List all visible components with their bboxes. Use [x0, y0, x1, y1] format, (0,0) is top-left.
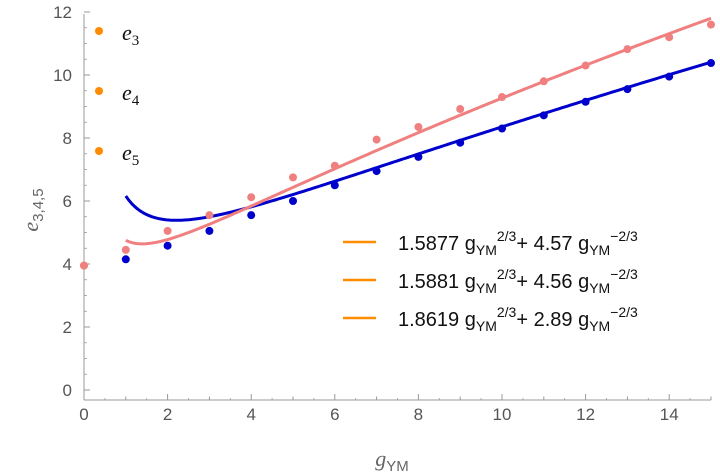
axes — [83, 14, 711, 401]
e5-point — [163, 226, 172, 235]
e5-point — [372, 135, 381, 144]
e5-point — [539, 77, 548, 86]
point-legend: e3 e4 e5 — [95, 20, 140, 169]
e5-point — [456, 105, 465, 114]
e5-point — [247, 193, 256, 202]
y-axis-label: e3,4,5 — [18, 188, 47, 231]
fit-e5-curve — [125, 16, 712, 246]
legend-e3-marker — [95, 27, 103, 35]
data-points — [80, 20, 715, 270]
fit-e4-curve — [124, 60, 712, 222]
y-tick-label: 10 — [53, 66, 72, 85]
e5-point — [623, 45, 632, 54]
x-tick-label: 12 — [576, 405, 595, 424]
x-tick-label: 4 — [246, 405, 255, 424]
svg-text:1.5881 gYM2/3+ 4.56 gYM−2/3: 1.5881 gYM2/3+ 4.56 gYM−2/3 — [398, 266, 638, 296]
e5-point — [289, 173, 297, 182]
legend-e4-marker — [95, 87, 103, 95]
e4-point — [205, 226, 214, 235]
x-axis-label: gYM — [375, 446, 409, 474]
y-tick-label: 0 — [63, 381, 72, 400]
e4-point — [414, 152, 423, 161]
y-tick-label: 12 — [53, 3, 72, 22]
legend-e5-marker — [95, 147, 103, 155]
x-ticks: 0 2 4 6 8 10 12 14 — [79, 394, 712, 424]
x-tick-label: 8 — [414, 405, 423, 424]
svg-text:e5: e5 — [122, 140, 139, 169]
e4-point — [539, 111, 548, 120]
x-tick-label: 2 — [163, 405, 172, 424]
x-tick-label: 0 — [79, 405, 88, 424]
e4-point — [247, 211, 256, 220]
x-tick-label: 10 — [493, 405, 512, 424]
y-tick-label: 4 — [63, 255, 72, 274]
e4-point — [498, 124, 506, 133]
fit-legend: 1.5877 gYM2/3+ 4.57 gYM−2/3 1.5881 gYM2/… — [343, 228, 638, 334]
e4-point — [372, 167, 381, 176]
e4-point — [289, 197, 297, 205]
e5-point — [330, 161, 339, 170]
fit-legend-entry-1: 1.5877 gYM2/3+ 4.57 gYM−2/3 — [343, 228, 638, 258]
svg-text:1.5877 gYM2/3+ 4.57 gYM−2/3: 1.5877 gYM2/3+ 4.57 gYM−2/3 — [398, 228, 638, 258]
legend-e4: e4 — [95, 80, 140, 109]
x-tick-label: 14 — [660, 405, 679, 424]
svg-text:e3: e3 — [122, 20, 139, 49]
y-tick-label: 2 — [63, 318, 72, 337]
e4-point — [707, 59, 715, 68]
e3-overlay-point — [80, 261, 88, 270]
e5-point — [581, 61, 590, 70]
e4-point — [163, 241, 172, 250]
e5-point — [707, 20, 715, 29]
fit-curves — [124, 16, 712, 246]
fit-legend-entry-2: 1.5881 gYM2/3+ 4.56 gYM−2/3 — [343, 266, 638, 296]
e5-point — [414, 122, 423, 131]
e4-point — [456, 138, 465, 147]
e4-point — [581, 97, 590, 106]
y-ticks: 0 2 4 6 8 10 12 — [53, 3, 90, 400]
e4-point — [623, 85, 632, 94]
legend-e5: e5 — [95, 140, 139, 169]
e4-point — [121, 255, 130, 264]
svg-text:e4: e4 — [122, 80, 140, 109]
svg-text:1.8619 gYM2/3+ 2.89 gYM−2/3: 1.8619 gYM2/3+ 2.89 gYM−2/3 — [398, 304, 638, 334]
legend-e3: e3 — [95, 20, 139, 49]
y-tick-label: 6 — [63, 192, 72, 211]
e4-point — [330, 181, 339, 190]
e5-point — [665, 33, 674, 42]
e5-point — [205, 211, 214, 220]
e5-point — [498, 93, 506, 102]
y-tick-label: 8 — [63, 129, 72, 148]
e4-point — [665, 72, 674, 81]
e5-point — [121, 245, 130, 254]
x-tick-label: 6 — [330, 405, 339, 424]
fit-legend-entry-3: 1.8619 gYM2/3+ 2.89 gYM−2/3 — [343, 304, 638, 334]
